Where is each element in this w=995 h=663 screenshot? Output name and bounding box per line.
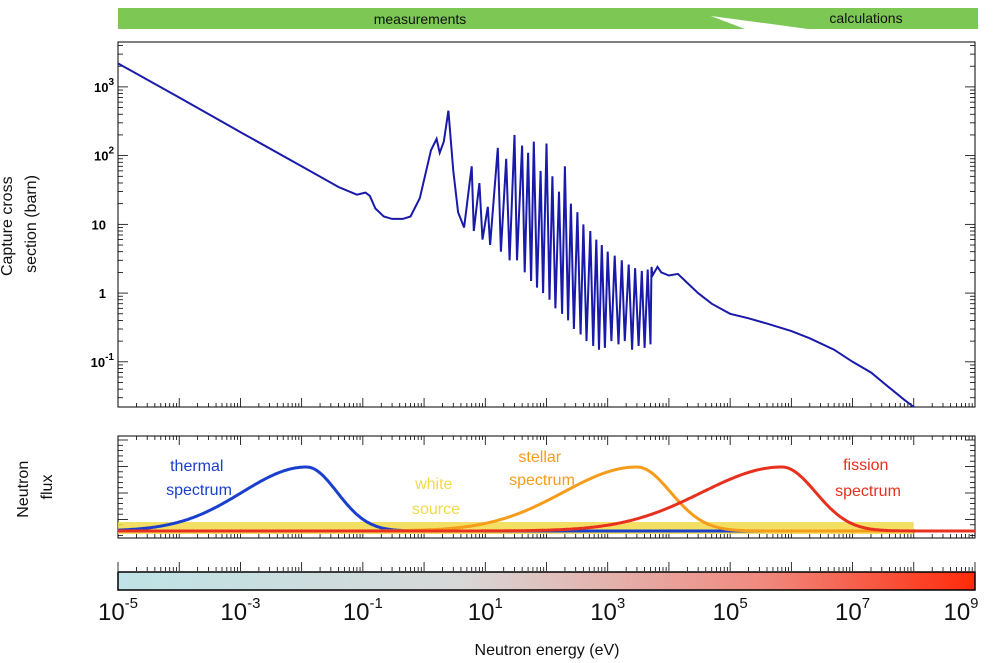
x-tick-label: 101 xyxy=(468,595,503,626)
white-source-label: white source xyxy=(412,476,460,518)
x-tick-label: 10-3 xyxy=(220,595,260,626)
measurements-label: measurements xyxy=(374,11,467,27)
x-tick-label: 103 xyxy=(590,595,625,626)
y-tick-label: 102 xyxy=(94,146,114,164)
flux-y-label-line2: flux xyxy=(39,475,56,500)
x-tick-label: 10-5 xyxy=(98,595,138,626)
energy-colorbar: 10-5 10-3 10-1 101 103 105 107 109 Neutron ener… xyxy=(98,562,979,659)
y-tick-label: 10 xyxy=(92,217,106,232)
cross-section-y-label-line2: section (barn) xyxy=(23,175,40,273)
cross-section-ticks xyxy=(117,45,975,407)
x-tick-label: 107 xyxy=(835,595,870,626)
thermal-label-line1: thermal xyxy=(170,458,223,475)
fission-label-line2: spectrum xyxy=(835,483,901,500)
flux-y-label: Neutron flux xyxy=(15,456,56,517)
method-banner: measurements calculations xyxy=(118,8,978,29)
white-label-line2: source xyxy=(412,501,460,518)
energy-gradient-bar xyxy=(117,571,976,591)
y-tick-label: 103 xyxy=(94,77,114,95)
thermal-label-line2: spectrum xyxy=(166,482,232,499)
stellar-label-line2: spectrum xyxy=(509,472,575,489)
flux-y-label-line1: Neutron xyxy=(15,461,32,518)
thermal-spectrum-label: thermal spectrum xyxy=(166,458,232,499)
x-tick-label: 109 xyxy=(943,595,978,626)
neutron-flux-plot: thermal spectrum white source stellar sp… xyxy=(15,435,976,539)
x-tick-label: 10-1 xyxy=(343,595,383,626)
colorbar-tick-labels: 10-5 10-3 10-1 101 103 105 107 109 xyxy=(98,595,979,626)
y-tick-label: 1 xyxy=(99,286,106,301)
white-label-line1: white xyxy=(414,476,452,493)
fission-spectrum-curve xyxy=(118,465,975,533)
stellar-spectrum-label: stellar spectrum xyxy=(509,449,575,489)
calculations-label: calculations xyxy=(829,10,902,26)
calculations-banner xyxy=(652,8,978,29)
cross-section-y-label-line1: Capture cross xyxy=(0,176,16,276)
cross-section-frame xyxy=(117,41,976,408)
stellar-label-line1: stellar xyxy=(518,449,561,466)
measurements-banner xyxy=(118,8,745,29)
x-axis-label: Neutron energy (eV) xyxy=(475,642,620,659)
fission-label-line1: fission xyxy=(843,457,888,474)
y-tick-label: 10-1 xyxy=(91,352,115,370)
x-tick-label: 105 xyxy=(713,595,748,626)
colorbar-ticks xyxy=(117,562,976,571)
fission-spectrum-label: fission spectrum xyxy=(835,457,901,500)
cross-section-y-label: Capture cross section (barn) xyxy=(0,172,40,276)
cross-section-curve xyxy=(117,62,915,408)
